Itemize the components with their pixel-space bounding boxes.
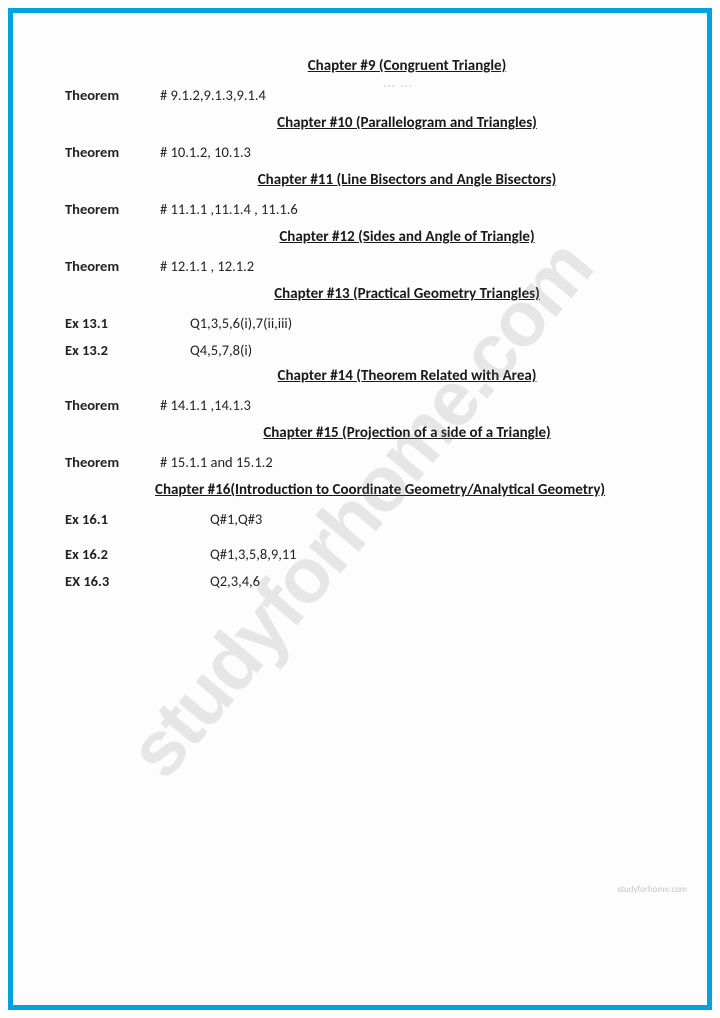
theorem-label: Theorem [65,199,160,220]
theorem-label: Theorem [65,142,160,163]
footer-watermark: studyforhome.com [617,884,687,895]
exercise-label: EX 16.3 [65,571,160,592]
smudge-text: ··· ··· [383,79,413,94]
theorem-value: # 15.1.1 and 15.1.2 [160,452,669,473]
exercise-value: Q2,3,4,6 [160,571,669,592]
exercise-row-16-2: Ex 16.2 Q#1,3,5,8,9,11 [65,544,669,565]
theorem-value: # 10.1.2, 10.1.3 [160,142,669,163]
theorem-row-15: Theorem # 15.1.1 and 15.1.2 [65,452,669,473]
theorem-row-10: Theorem # 10.1.2, 10.1.3 [65,142,669,163]
theorem-label: Theorem [65,395,160,416]
page-frame: studyforhome.com ··· ··· Chapter #9 (Con… [8,8,712,1010]
chapter-13-title: Chapter #13 (Practical Geometry Triangle… [65,285,669,303]
exercise-row-13-1: Ex 13.1 Q1,3,5,6(i),7(ii,iii) [65,313,669,334]
theorem-row-12: Theorem # 12.1.1 , 12.1.2 [65,256,669,277]
theorem-row-11: Theorem # 11.1.1 ,11.1.4 , 11.1.6 [65,199,669,220]
theorem-row-14: Theorem # 14.1.1 ,14.1.3 [65,395,669,416]
theorem-label: Theorem [65,85,160,106]
exercise-label: Ex 13.1 [65,313,160,334]
chapter-14-title: Chapter #14 (Theorem Related with Area) [65,367,669,385]
exercise-label: Ex 16.2 [65,544,160,565]
exercise-row-16-1: Ex 16.1 Q#1,Q#3 [65,509,669,530]
exercise-row-16-3: EX 16.3 Q2,3,4,6 [65,571,669,592]
exercise-row-13-2: Ex 13.2 Q4,5,7,8(i) [65,340,669,361]
theorem-row-9: Theorem # 9.1.2,9.1.3,9.1.4 [65,85,669,106]
chapter-11-title: Chapter #11 (Line Bisectors and Angle Bi… [65,171,669,189]
exercise-label: Ex 13.2 [65,340,160,361]
exercise-value: Q1,3,5,6(i),7(ii,iii) [160,313,669,334]
exercise-value: Q#1,Q#3 [160,509,669,530]
chapter-10-title: Chapter #10 (Parallelogram and Triangles… [65,114,669,132]
chapter-16-title: Chapter #16(Introduction to Coordinate G… [65,481,669,499]
exercise-value: Q#1,3,5,8,9,11 [160,544,669,565]
theorem-value: # 9.1.2,9.1.3,9.1.4 [160,85,669,106]
exercise-label: Ex 16.1 [65,509,160,530]
theorem-value: # 14.1.1 ,14.1.3 [160,395,669,416]
chapter-12-title: Chapter #12 (Sides and Angle of Triangle… [65,228,669,246]
chapter-9-title: Chapter #9 (Congruent Triangle) [65,57,669,75]
theorem-label: Theorem [65,256,160,277]
theorem-label: Theorem [65,452,160,473]
theorem-value: # 11.1.1 ,11.1.4 , 11.1.6 [160,199,669,220]
theorem-value: # 12.1.1 , 12.1.2 [160,256,669,277]
exercise-value: Q4,5,7,8(i) [160,340,669,361]
chapter-15-title: Chapter #15 (Projection of a side of a T… [65,424,669,442]
